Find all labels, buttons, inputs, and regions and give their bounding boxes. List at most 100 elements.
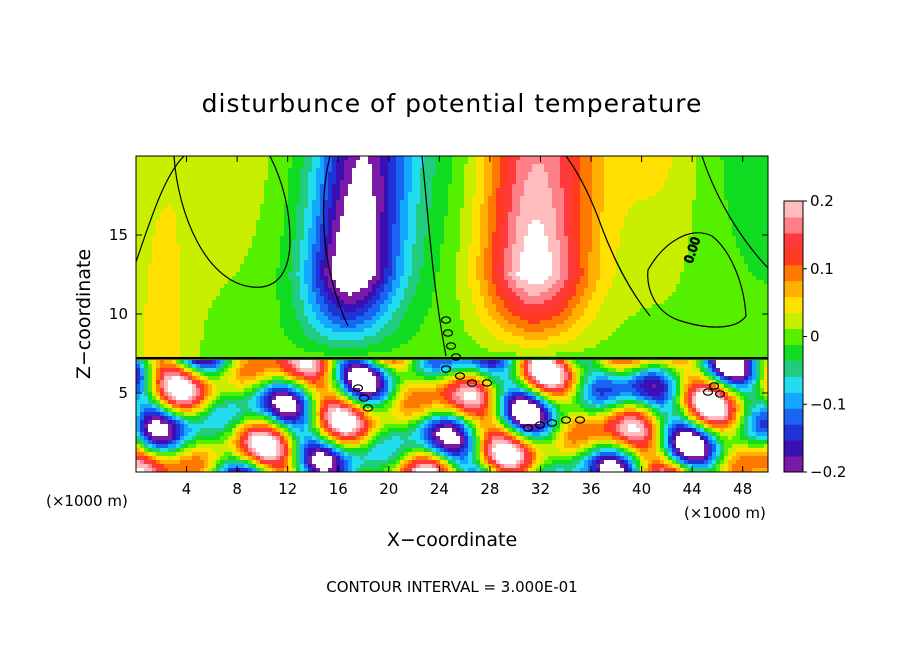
field-cell bbox=[564, 168, 569, 173]
field-cell bbox=[672, 188, 677, 193]
field-cell bbox=[232, 188, 237, 193]
field-cell bbox=[756, 208, 761, 213]
field-cell bbox=[136, 260, 141, 265]
field-cell bbox=[560, 244, 565, 249]
field-cell bbox=[412, 220, 417, 225]
field-cell bbox=[352, 236, 357, 241]
field-cell bbox=[756, 268, 761, 273]
field-cell bbox=[672, 272, 677, 277]
field-cell bbox=[492, 276, 497, 281]
field-cell bbox=[300, 188, 305, 193]
field-cell bbox=[384, 256, 389, 261]
field-cell bbox=[540, 156, 545, 161]
field-cell bbox=[224, 216, 229, 221]
field-cell bbox=[340, 160, 345, 165]
field-cell bbox=[652, 220, 657, 225]
field-cell bbox=[452, 280, 457, 285]
field-cell bbox=[736, 156, 741, 161]
field-cell bbox=[756, 168, 761, 173]
field-cell bbox=[592, 208, 597, 213]
field-cell bbox=[744, 156, 749, 161]
field-cell bbox=[196, 196, 201, 201]
field-cell bbox=[440, 176, 445, 181]
field-cell bbox=[364, 184, 369, 189]
field-cell bbox=[684, 184, 689, 189]
field-cell bbox=[312, 180, 317, 185]
field-cell bbox=[180, 208, 185, 213]
field-cell bbox=[364, 188, 369, 193]
field-cell bbox=[632, 172, 637, 177]
field-cell bbox=[348, 200, 353, 205]
field-cell bbox=[624, 172, 629, 177]
field-cell bbox=[600, 208, 605, 213]
field-cell bbox=[392, 196, 397, 201]
field-cell bbox=[476, 192, 481, 197]
field-cell bbox=[720, 188, 725, 193]
field-cell bbox=[452, 228, 457, 233]
field-cell bbox=[564, 264, 569, 269]
field-cell bbox=[412, 176, 417, 181]
field-cell bbox=[528, 244, 533, 249]
field-cell bbox=[756, 172, 761, 177]
field-cell bbox=[608, 244, 613, 249]
field-cell bbox=[248, 264, 253, 269]
field-cell bbox=[256, 188, 261, 193]
field-cell bbox=[448, 272, 453, 277]
field-cell bbox=[712, 276, 717, 281]
field-cell bbox=[588, 240, 593, 245]
field-cell bbox=[568, 276, 573, 281]
field-cell bbox=[208, 216, 213, 221]
field-cell bbox=[236, 256, 241, 261]
field-cell bbox=[720, 256, 725, 261]
field-cell bbox=[380, 196, 385, 201]
field-cell bbox=[524, 192, 529, 197]
field-cell bbox=[672, 276, 677, 281]
field-cell bbox=[420, 212, 425, 217]
field-cell bbox=[456, 208, 461, 213]
field-cell bbox=[712, 180, 717, 185]
field-cell bbox=[668, 220, 673, 225]
field-cell bbox=[356, 240, 361, 245]
field-cell bbox=[392, 236, 397, 241]
field-cell bbox=[332, 188, 337, 193]
field-cell bbox=[656, 164, 661, 169]
field-cell bbox=[676, 240, 681, 245]
field-cell bbox=[648, 164, 653, 169]
field-cell bbox=[420, 228, 425, 233]
field-cell bbox=[284, 228, 289, 233]
field-cell bbox=[676, 216, 681, 221]
field-cell bbox=[236, 224, 241, 229]
field-cell bbox=[736, 172, 741, 177]
field-cell bbox=[192, 280, 197, 285]
field-cell bbox=[332, 172, 337, 177]
field-cell bbox=[424, 156, 429, 161]
field-cell bbox=[156, 268, 161, 273]
field-cell bbox=[328, 280, 333, 285]
field-cell bbox=[628, 164, 633, 169]
field-cell bbox=[524, 216, 529, 221]
field-cell bbox=[608, 180, 613, 185]
field-cell bbox=[436, 216, 441, 221]
field-cell bbox=[760, 212, 765, 217]
field-cell bbox=[452, 236, 457, 241]
field-cell bbox=[436, 204, 441, 209]
field-cell bbox=[388, 160, 393, 165]
field-cell bbox=[468, 204, 473, 209]
field-cell bbox=[380, 188, 385, 193]
field-cell bbox=[328, 200, 333, 205]
field-cell bbox=[228, 256, 233, 261]
field-cell bbox=[200, 180, 205, 185]
field-cell bbox=[672, 220, 677, 225]
field-cell bbox=[724, 160, 729, 165]
field-cell bbox=[404, 176, 409, 181]
field-cell bbox=[584, 220, 589, 225]
field-cell bbox=[492, 224, 497, 229]
field-cell bbox=[308, 204, 313, 209]
field-cell bbox=[244, 240, 249, 245]
field-cell bbox=[432, 168, 437, 173]
field-cell bbox=[620, 172, 625, 177]
field-cell bbox=[140, 252, 145, 257]
field-cell bbox=[340, 200, 345, 205]
field-cell bbox=[484, 220, 489, 225]
field-cell bbox=[360, 220, 365, 225]
